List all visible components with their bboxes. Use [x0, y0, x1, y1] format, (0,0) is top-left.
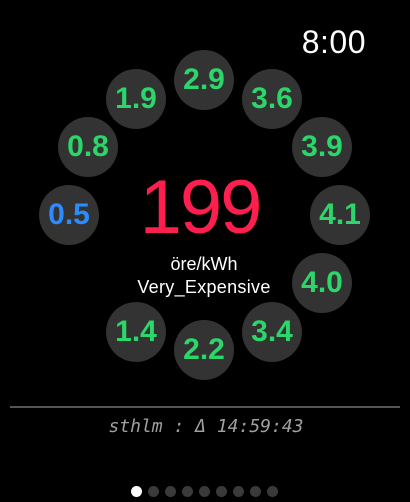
page-dot-8[interactable] [249, 486, 261, 497]
forecast-bubble-0[interactable]: 0.5 [39, 185, 99, 245]
forecast-bubble-7[interactable]: 4.0 [292, 253, 352, 313]
page-indicator [0, 486, 408, 497]
page-dot-5[interactable] [198, 486, 210, 497]
page-dot-6[interactable] [215, 486, 227, 497]
page-dot-3[interactable] [164, 486, 176, 497]
page-dot-1[interactable] [130, 486, 142, 497]
current-price: 199 [139, 165, 263, 250]
forecast-bubble-8[interactable]: 3.4 [242, 302, 302, 362]
forecast-bubble-9[interactable]: 2.2 [174, 320, 234, 380]
forecast-bubble-4[interactable]: 3.6 [242, 69, 302, 129]
divider [10, 406, 400, 408]
forecast-bubble-10[interactable]: 1.4 [106, 302, 166, 362]
price-forecast-dial: 0.5 0.8 1.9 2.9 3.6 3.9 4.1 4.0 3.4 2.2 … [39, 50, 370, 380]
page-dot-7[interactable] [232, 486, 244, 497]
clock-time: 8:00 [301, 24, 366, 60]
price-unit: öre/kWh [170, 254, 238, 274]
forecast-bubble-2[interactable]: 1.9 [106, 69, 166, 129]
forecast-bubble-5[interactable]: 3.9 [292, 117, 352, 177]
location-update-footer: sthlm : Δ 14:59:43 [108, 416, 304, 437]
price-level: Very_Expensive [137, 277, 271, 297]
forecast-bubble-6[interactable]: 4.1 [310, 185, 370, 245]
forecast-bubble-1[interactable]: 0.8 [58, 117, 118, 177]
forecast-bubble-3[interactable]: 2.9 [174, 50, 234, 110]
page-dot-2[interactable] [147, 486, 159, 497]
page-dot-4[interactable] [181, 486, 193, 497]
page-dot-9[interactable] [266, 486, 278, 497]
